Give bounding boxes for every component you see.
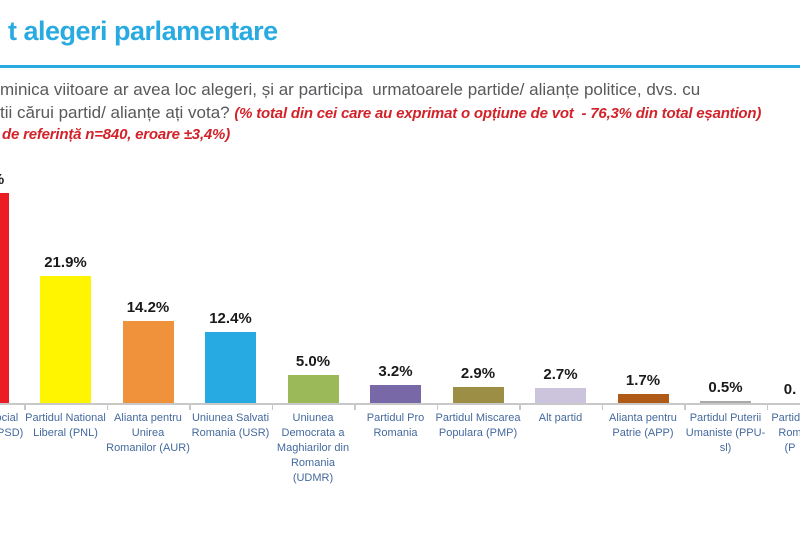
chart-column: 21.9% — [16, 162, 116, 404]
x-axis-line — [0, 403, 800, 405]
chart-column: 2.7% — [511, 162, 611, 404]
value-label: 12.4% — [209, 310, 252, 327]
bar — [287, 375, 339, 404]
category-label: Alianta pentru Unirea Romanilor (AUR) — [106, 412, 190, 454]
survey-question-line2-text: tii cărui partid/ alianțe ați vota? — [0, 103, 235, 122]
survey-question-line1: minica viitoare ar avea loc alegeri, și … — [0, 80, 701, 99]
bar — [370, 385, 421, 404]
value-label: 2.9% — [460, 365, 496, 382]
bar — [535, 388, 586, 404]
bar — [700, 401, 751, 404]
chart-column: 1.7% — [593, 162, 693, 404]
bar — [452, 387, 504, 404]
category-label: Alianta pentru Patrie (APP) — [609, 412, 677, 439]
category-label: Partidul Miscarea Populara (PMP) — [435, 412, 521, 439]
survey-note-line2: de referință n=840, eroare ±3,4%) — [2, 126, 230, 143]
category-label: Alt partid — [538, 412, 583, 424]
category-label: Partidul Social Democrat (PSD) — [0, 412, 24, 439]
axis-tick — [354, 405, 356, 410]
value-label: 1.7% — [625, 372, 661, 389]
axis-tick — [436, 405, 439, 410]
value-label: 2.7% — [543, 366, 578, 383]
page-title: t alegeri parlamentare — [8, 16, 278, 46]
bar — [40, 276, 91, 404]
value-label: 21.9% — [44, 254, 87, 271]
chart-column: 5.0% — [263, 162, 363, 404]
value-label: 14.2% — [126, 299, 170, 316]
bar — [122, 321, 174, 404]
value-label: 0.5% — [708, 379, 743, 396]
bar — [617, 394, 669, 404]
axis-tick — [766, 405, 769, 410]
axis-tick — [271, 405, 274, 410]
chart-column: 36.1% — [0, 162, 33, 404]
value-label: 5.0% — [295, 353, 331, 370]
category-label: Partidul National Liberal (PNL) — [25, 412, 106, 439]
chart-column: 3.2% — [346, 162, 446, 404]
axis-tick — [189, 405, 191, 410]
axis-tick — [24, 405, 26, 410]
axis-tick — [601, 405, 604, 410]
axis-tick — [684, 405, 686, 410]
survey-question-line2: tii cărui partid/ alianțe ați vota? (% t… — [0, 103, 761, 123]
value-label: 3.2% — [378, 363, 413, 380]
bar — [0, 193, 9, 404]
chart-column: 0. — [740, 162, 800, 404]
survey-note-inline: (% total din cei care au exprimat o opți… — [234, 105, 762, 122]
bar — [205, 332, 256, 404]
chart-column: 12.4% — [181, 162, 281, 404]
chart-column: 2.9% — [428, 162, 528, 404]
chart-column: 0.5% — [676, 162, 776, 404]
category-label: Partidul Rom (P — [771, 412, 800, 454]
category-label: Partidul Pro Romania — [366, 412, 425, 439]
value-label: 0. — [783, 381, 797, 398]
category-label: Partidul Puterii Umaniste (PPU- sl) — [685, 412, 766, 454]
chart-column: 14.2% — [98, 162, 198, 404]
category-label: Uniunea Democrata a Maghiarilor din Roma… — [276, 412, 350, 484]
plot-area: 36.1% 21.9% 14.2% 12.4% 5.0% 3.2% 2.9% 2.7% 1.7%… — [0, 162, 800, 404]
category-label: Uniunea Salvati Romania (USR) — [191, 412, 270, 439]
axis-tick — [519, 405, 521, 410]
axis-tick — [106, 405, 109, 410]
value-label: 36.1% — [0, 171, 33, 188]
title-divider — [0, 65, 800, 68]
